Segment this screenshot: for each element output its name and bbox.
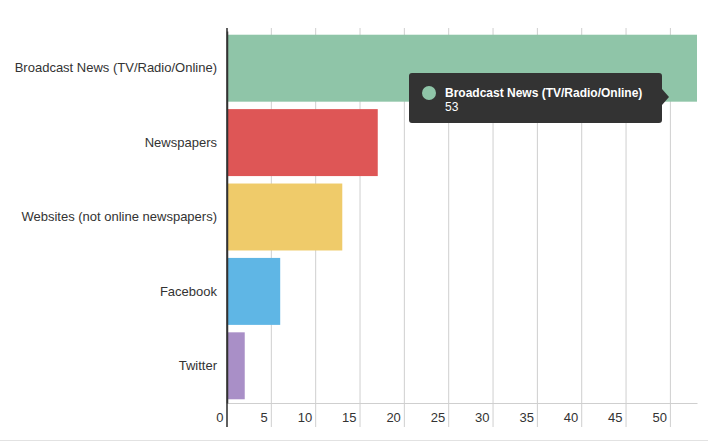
x-tick: 0 xyxy=(216,403,227,425)
y-tick-label: Facebook xyxy=(160,284,218,299)
y-axis-line xyxy=(226,28,228,427)
x-axis: 0 5 10 15 20 25 30 35 40 45 50 xyxy=(216,403,697,425)
y-tick: Newspapers xyxy=(145,135,227,150)
x-tick: 10 xyxy=(298,403,316,425)
tooltip-box xyxy=(409,73,669,123)
y-tick-label: Websites (not online newspapers) xyxy=(21,209,217,224)
y-tick-label: Newspapers xyxy=(145,135,218,150)
frame-line xyxy=(0,440,708,441)
grid-line xyxy=(227,28,228,427)
x-tick: 30 xyxy=(475,403,493,425)
y-tick: Twitter xyxy=(179,358,227,373)
bar[interactable] xyxy=(227,35,697,102)
x-tick: 15 xyxy=(342,403,360,425)
tooltip-label: Broadcast News (TV/Radio/Online) xyxy=(445,86,642,100)
y-tick-label: Broadcast News (TV/Radio/Online) xyxy=(15,60,217,75)
bar[interactable] xyxy=(227,332,245,399)
y-tick: Facebook xyxy=(160,284,227,299)
bar[interactable] xyxy=(227,184,342,251)
tooltip-value: 53 xyxy=(445,100,459,114)
chart: 0 5 10 15 20 25 30 35 40 45 50 Broadcast News (TV/R… xyxy=(0,0,708,443)
y-tick: Websites (not online newspapers) xyxy=(21,209,227,224)
x-tick-label: 20 xyxy=(386,410,400,425)
x-tick-label: 15 xyxy=(342,410,356,425)
y-axis: Broadcast News (TV/Radio/Online) Newspape… xyxy=(15,32,228,404)
y-tick: Broadcast News (TV/Radio/Online) xyxy=(15,60,227,75)
x-axis-line xyxy=(228,403,698,404)
bar[interactable] xyxy=(227,109,378,176)
x-tick: 20 xyxy=(386,403,404,425)
x-tick-label: 45 xyxy=(608,410,622,425)
tooltip-swatch xyxy=(422,86,436,100)
y-tick-label: Twitter xyxy=(179,358,218,373)
x-tick-label: 5 xyxy=(261,410,268,425)
x-tick-label: 50 xyxy=(652,410,666,425)
x-tick: 45 xyxy=(608,403,626,425)
x-tick-label: 0 xyxy=(216,410,223,425)
x-tick-label: 25 xyxy=(431,410,445,425)
x-tick-label: 35 xyxy=(519,410,533,425)
x-tick: 50 xyxy=(652,403,670,425)
tooltip: Broadcast News (TV/Radio/Online)53 xyxy=(409,73,669,123)
x-tick: 25 xyxy=(431,403,449,425)
x-tick: 35 xyxy=(519,403,537,425)
x-tick-label: 10 xyxy=(298,410,312,425)
x-tick: 5 xyxy=(261,403,272,425)
bar[interactable] xyxy=(227,258,280,325)
x-tick-label: 30 xyxy=(475,410,489,425)
bars xyxy=(227,35,697,400)
x-tick: 40 xyxy=(564,403,582,425)
x-tick-label: 40 xyxy=(564,410,578,425)
